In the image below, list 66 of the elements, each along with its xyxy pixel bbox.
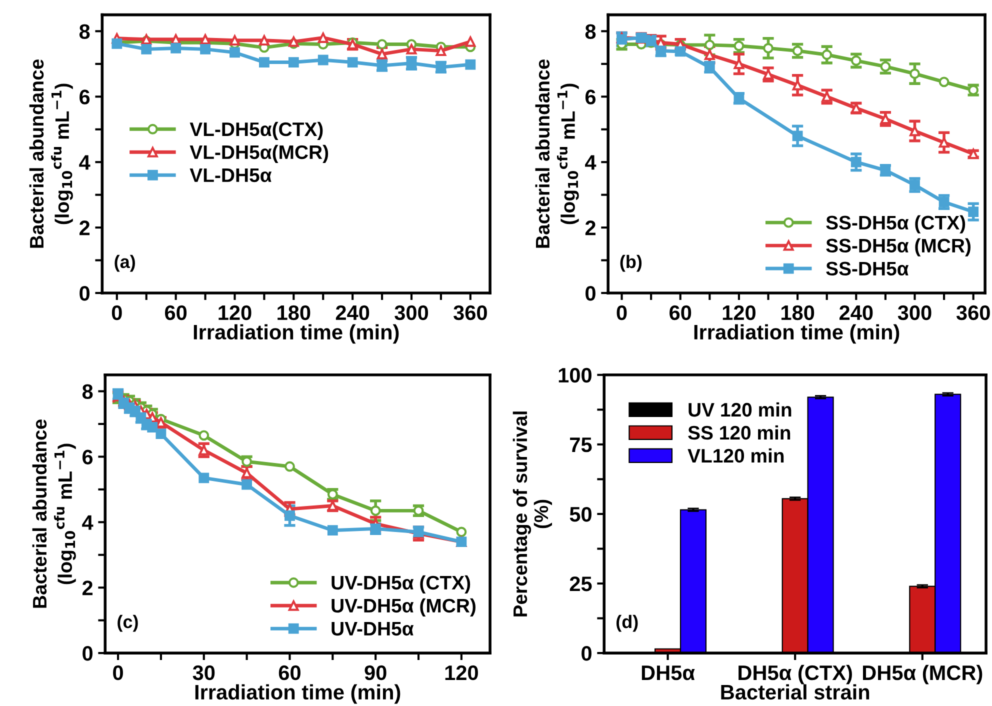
x-tick-label: DH5α (CTX) — [738, 664, 852, 684]
x-tick-label: 0 — [113, 665, 123, 680]
y-axis-title: Bacterial abundance (log$_{10}$$^{cfu}$ mL$^{−1}$) — [535, 59, 579, 248]
y-tick-label: 8 — [82, 384, 93, 399]
y-axis-title: Bacterial abundance (log$_{10}$$^{cfu}$ mL$^{−1}$) — [32, 420, 76, 608]
x-tick-label: 120 — [722, 305, 756, 320]
x-tick-label: 120 — [218, 305, 252, 320]
x-tick-label: 120 — [445, 665, 478, 680]
x-tick-label: 360 — [454, 305, 487, 320]
annotation: (a) — [114, 254, 135, 272]
y-axis-title: Bacterial abundance (log$_{10}$$^{cfu}$ mL$^{−1}$) — [29, 59, 73, 248]
y-tick-label: 4 — [82, 515, 94, 530]
y-axis-title: Percentage of survival (%) — [512, 412, 552, 616]
y-tick-label: 2 — [80, 220, 90, 236]
y-tick-label: 2 — [585, 220, 596, 236]
x-tick-label: 0 — [112, 305, 122, 320]
legend-label: UV-DH5α — [332, 622, 414, 636]
y-tick-label: 6 — [585, 90, 596, 104]
legend-label: UV-DH5α (CTX) — [332, 575, 470, 594]
x-tick-label: 300 — [394, 305, 428, 320]
x-tick-label: 60 — [165, 305, 187, 320]
y-tick-label: 6 — [80, 90, 90, 104]
x-tick-label: 360 — [956, 305, 990, 320]
y-tick-label: 0 — [586, 286, 596, 301]
y-tick-label: 25 — [570, 576, 592, 592]
x-tick-label: 240 — [336, 305, 370, 320]
y-tick-label: 50 — [570, 506, 592, 522]
y-tick-label: 100 — [558, 368, 592, 383]
x-tick-label: 60 — [670, 305, 692, 320]
y-tick-label: 0 — [82, 646, 92, 661]
x-tick-label: 300 — [898, 305, 932, 320]
legend-label: SS 120 min — [688, 425, 790, 440]
y-tick-label: 0 — [80, 286, 90, 301]
legend-label: VL-DH5α — [190, 168, 272, 182]
x-axis-title: Bacterial strain — [721, 684, 870, 700]
y-tick-label: 0 — [582, 646, 592, 661]
x-axis-title: Irradiation time (min) — [195, 684, 400, 704]
legend-label: SS-DH5α — [826, 262, 909, 276]
y-tick-label: 6 — [82, 450, 93, 464]
legend-label: UV-DH5α (MCR) — [332, 598, 476, 616]
legend-label: SS-DH5α (MCR) — [826, 238, 970, 256]
x-tick-label: 60 — [278, 665, 300, 680]
y-tick-label: 4 — [79, 155, 90, 170]
x-tick-label: DH5α — [642, 666, 695, 680]
legend-label: VL-DH5α(CTX) — [190, 122, 323, 140]
legend-label: UV 120 min — [688, 402, 792, 417]
y-tick-label: 8 — [79, 24, 90, 39]
y-tick-label: 2 — [82, 580, 93, 596]
x-axis-title: Irradiation time (min) — [694, 324, 900, 344]
legend-label: VL120 min — [688, 448, 784, 463]
y-tick-label: 75 — [570, 438, 592, 452]
y-tick-label: 8 — [585, 24, 596, 39]
x-tick-label: 30 — [192, 665, 215, 680]
legend-label: SS-DH5α (CTX) — [826, 215, 966, 234]
annotation: (d) — [616, 614, 638, 632]
x-axis-title: Irradiation time (min) — [194, 324, 399, 344]
x-tick-label: 0 — [616, 305, 627, 320]
x-tick-label: 240 — [839, 305, 873, 320]
x-tick-label: 180 — [278, 305, 310, 320]
x-tick-label: DH5α (MCR) — [862, 664, 982, 684]
annotation: (b) — [620, 254, 642, 272]
legend-label: VL-DH5α(MCR) — [190, 144, 328, 163]
x-tick-label: 180 — [781, 305, 814, 320]
x-tick-label: 90 — [364, 665, 386, 680]
y-tick-label: 4 — [585, 155, 596, 170]
annotation: (c) — [118, 614, 138, 632]
